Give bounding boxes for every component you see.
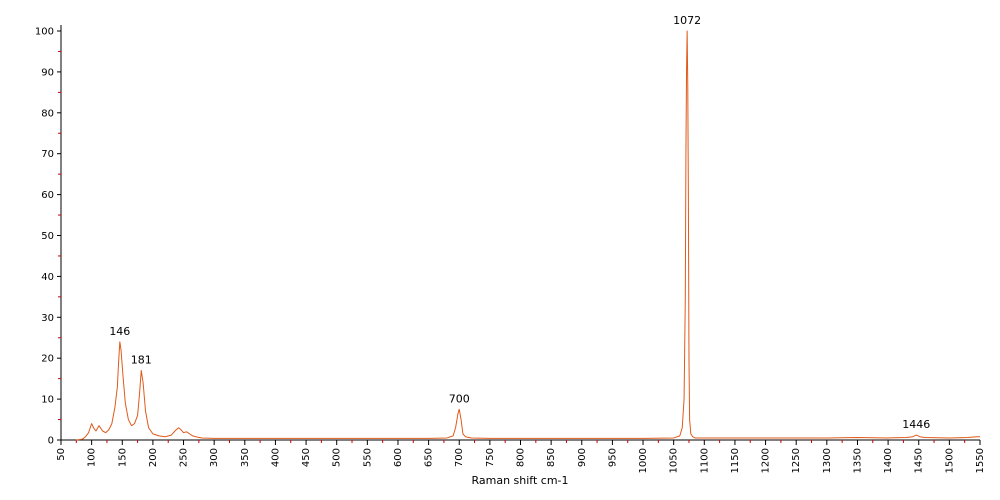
y-tick-label: 20	[41, 354, 54, 365]
x-tick-label: 1350	[852, 448, 863, 473]
peak-label-1446: 1446	[902, 418, 930, 431]
x-tick-label: 1300	[822, 448, 833, 473]
y-tick-label: 90	[41, 67, 54, 78]
x-tick-label: 350	[240, 448, 251, 467]
series-layer	[76, 30, 980, 441]
x-tick-label: 1250	[791, 448, 802, 473]
x-tick-label: 800	[516, 448, 527, 467]
y-tick-label: 100	[35, 27, 54, 38]
x-tick-label: 100	[87, 448, 98, 467]
x-tick-label: 950	[607, 448, 618, 467]
y-tick-label: 30	[41, 313, 54, 324]
x-tick-label: 550	[362, 448, 373, 467]
x-tick-label: 900	[577, 448, 588, 467]
x-tick-label: 850	[546, 448, 557, 467]
x-tick-label: 1550	[975, 448, 986, 473]
x-tick-label: 1500	[944, 448, 955, 473]
y-tick-label: 50	[41, 231, 54, 242]
x-tick-label: 650	[424, 448, 435, 467]
y-tick-label: 80	[41, 108, 54, 119]
peak-labels: 146 181 700 1072 1446	[109, 14, 930, 431]
peak-label-1072: 1072	[673, 14, 701, 27]
x-tick-label: 150	[117, 448, 128, 467]
x-tick-label: 1050	[669, 448, 680, 473]
x-tick-label: 1100	[699, 448, 710, 473]
y-tick-label: 40	[41, 272, 54, 283]
x-tick-label: 1200	[761, 448, 772, 473]
x-tick-label: 1400	[883, 448, 894, 473]
x-tick-label: 700	[454, 448, 465, 467]
x-tick-label: 500	[332, 448, 343, 467]
peak-label-146: 146	[109, 325, 130, 338]
y-tick-label: 60	[41, 190, 54, 201]
x-tick-label: 1150	[730, 448, 741, 473]
y-tick-label: 0	[48, 436, 54, 447]
x-tick-label: 600	[393, 448, 404, 467]
x-tick-label: 200	[148, 448, 159, 467]
x-axis-title: Raman shift cm-1	[471, 474, 568, 487]
x-tick-label: 750	[485, 448, 496, 467]
spectrum-line-0	[76, 30, 980, 441]
x-axis: 50 100 150 200 250 300 350 400 450 500 550 600 650 70…	[56, 439, 986, 473]
x-tick-label: 50	[56, 448, 67, 461]
peak-label-700: 700	[449, 392, 470, 405]
x-tick-label: 1000	[638, 448, 649, 473]
y-tick-label: 10	[41, 395, 54, 406]
x-tick-label: 300	[209, 448, 220, 467]
peak-label-181: 181	[131, 353, 152, 366]
x-tick-label: 250	[179, 448, 190, 467]
y-axis: 0 10 20 30 40 50 60 70 80 90 100	[35, 25, 62, 447]
x-tick-label: 450	[301, 448, 312, 467]
y-tick-label: 70	[41, 149, 54, 160]
x-tick-label: 400	[270, 448, 281, 467]
x-tick-label: 1450	[914, 448, 925, 473]
